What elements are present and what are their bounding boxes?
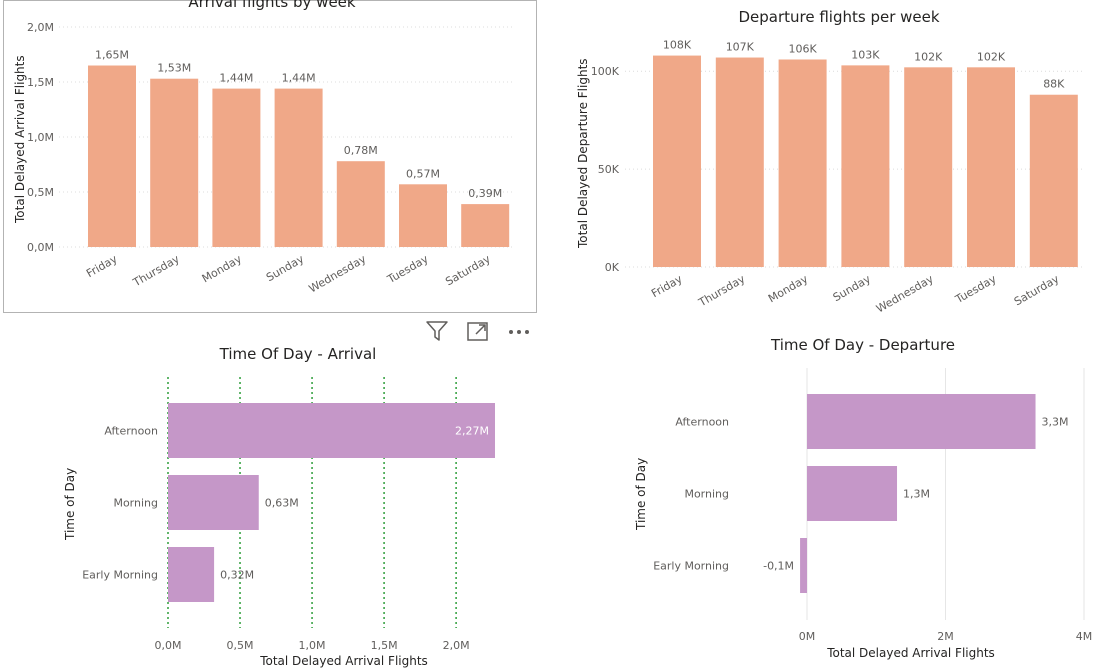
focus-mode-icon[interactable] (465, 318, 491, 348)
bar (807, 394, 1036, 449)
bar (967, 67, 1015, 267)
arrival-by-week-plot: 0,0M 0,5M 1,0M 1,5M 2,0M 1,65M Friday 1,53M Thur… (27, 21, 514, 295)
data-label: 3,3M (1042, 416, 1069, 429)
bar (904, 67, 953, 267)
y-tick-label: Early Morning (653, 560, 729, 573)
time-of-day-arrival-chart[interactable]: Time Of Day - Arrival Time of Day Total … (0, 320, 540, 669)
y-tick-label: 100K (591, 65, 620, 78)
y-tick-label: Morning (684, 488, 729, 501)
data-label: 0,39M (468, 187, 502, 200)
more-options-icon[interactable] (506, 318, 532, 348)
y-tick-label: 0,0M (27, 241, 54, 254)
y-tick-label: 0K (605, 261, 620, 274)
x-axis-label: Total Delayed Arrival Flights (827, 646, 995, 660)
y-tick-label: 50K (598, 163, 620, 176)
bar (461, 204, 510, 247)
x-tick-label: Monday (766, 272, 811, 305)
data-label: 1,44M (219, 72, 253, 85)
x-tick-label: 1,5M (371, 639, 398, 652)
x-tick-label: 2M (937, 630, 954, 643)
x-tick-label: 0,5M (227, 639, 254, 652)
chart-title: Departure flights per week (738, 8, 940, 26)
bar (168, 403, 495, 458)
bar (212, 88, 261, 247)
x-tick-label: Friday (649, 272, 685, 300)
data-label: 102K (914, 50, 943, 63)
bar (168, 547, 215, 602)
x-tick-label: Saturday (443, 252, 493, 288)
bar (778, 59, 827, 268)
x-tick-label: Thursday (130, 252, 182, 290)
x-tick-label: Tuesday (384, 252, 431, 286)
y-tick-label: Early Morning (82, 569, 158, 582)
data-label: 88K (1043, 78, 1065, 91)
filter-icon[interactable] (424, 318, 450, 348)
bar (336, 161, 385, 247)
y-tick-label: Morning (113, 497, 158, 510)
bar (807, 466, 898, 521)
y-tick-label: 1,5M (27, 76, 54, 89)
bar (88, 65, 136, 247)
x-tick-label: Wednesday (874, 272, 936, 315)
x-tick-label: Monday (200, 252, 245, 285)
x-tick-label: Saturday (1012, 272, 1062, 308)
x-tick-label: 0M (799, 630, 816, 643)
data-label: 102K (977, 50, 1006, 63)
data-label: 108K (663, 39, 692, 52)
y-tick-label: 2,0M (27, 21, 54, 34)
x-tick-label: Friday (84, 252, 120, 280)
x-tick-label: 1,0M (299, 639, 326, 652)
time-of-day-arrival-plot: 0,0M 0,5M 1,0M 1,5M 2,0M Afternoon 2,27M Mornin… (82, 377, 495, 652)
chart-title: Arrival flights by week (188, 0, 356, 11)
bar (653, 55, 701, 268)
bar (274, 88, 323, 247)
data-label: -0,1M (763, 560, 794, 573)
data-label: 0,32M (220, 569, 254, 582)
x-tick-label: Sunday (264, 252, 307, 284)
y-tick-label: Afternoon (675, 416, 729, 429)
data-label: 2,27M (455, 425, 489, 438)
data-label: 1,3M (903, 488, 930, 501)
bar (715, 57, 764, 267)
data-label: 107K (726, 41, 755, 54)
departure-per-week-plot: 0K 50K 100K 108K Friday 107K Thursday 106K Monda… (591, 39, 1085, 315)
data-label: 106K (788, 42, 817, 55)
bar (399, 184, 447, 247)
data-label: 1,44M (282, 72, 316, 85)
x-tick-label: Thursday (696, 272, 748, 310)
x-tick-label: 2,0M (443, 639, 470, 652)
data-label: 0,78M (344, 144, 378, 157)
x-axis-label: Total Delayed Arrival Flights (260, 654, 428, 668)
y-tick-label: 1,0M (27, 131, 54, 144)
x-tick-label: Sunday (831, 272, 874, 304)
data-label: 0,57M (406, 167, 440, 180)
arrival-by-week-chart[interactable]: Arrival flights by week Total Delayed Ar… (3, 0, 537, 313)
chart-title: Time Of Day - Arrival (219, 345, 377, 363)
data-label: 1,65M (95, 49, 129, 62)
visual-header (420, 318, 540, 348)
bar (1029, 94, 1078, 267)
time-of-day-departure-plot: 0M 2M 4M Afternoon 3,3M Morning 1,3M Early Morn… (653, 368, 1093, 643)
x-tick-label: Wednesday (307, 252, 369, 295)
x-tick-label: 0,0M (155, 639, 182, 652)
bar (168, 475, 259, 530)
chart-title: Time Of Day - Departure (770, 336, 956, 354)
data-label: 1,53M (157, 62, 191, 75)
data-label: 0,63M (265, 497, 299, 510)
x-tick-label: Tuesday (952, 272, 999, 306)
time-of-day-departure-chart[interactable]: Time Of Day - Departure Time of Day Tota… (560, 320, 1103, 669)
data-label: 103K (851, 48, 880, 61)
y-tick-label: 0,5M (27, 186, 54, 199)
departure-per-week-chart[interactable]: Departure flights per week Total Delayed… (560, 0, 1100, 315)
bar (841, 65, 890, 267)
bar (150, 78, 199, 247)
x-tick-label: 4M (1076, 630, 1093, 643)
bar (800, 538, 807, 593)
y-tick-label: Afternoon (104, 425, 158, 438)
